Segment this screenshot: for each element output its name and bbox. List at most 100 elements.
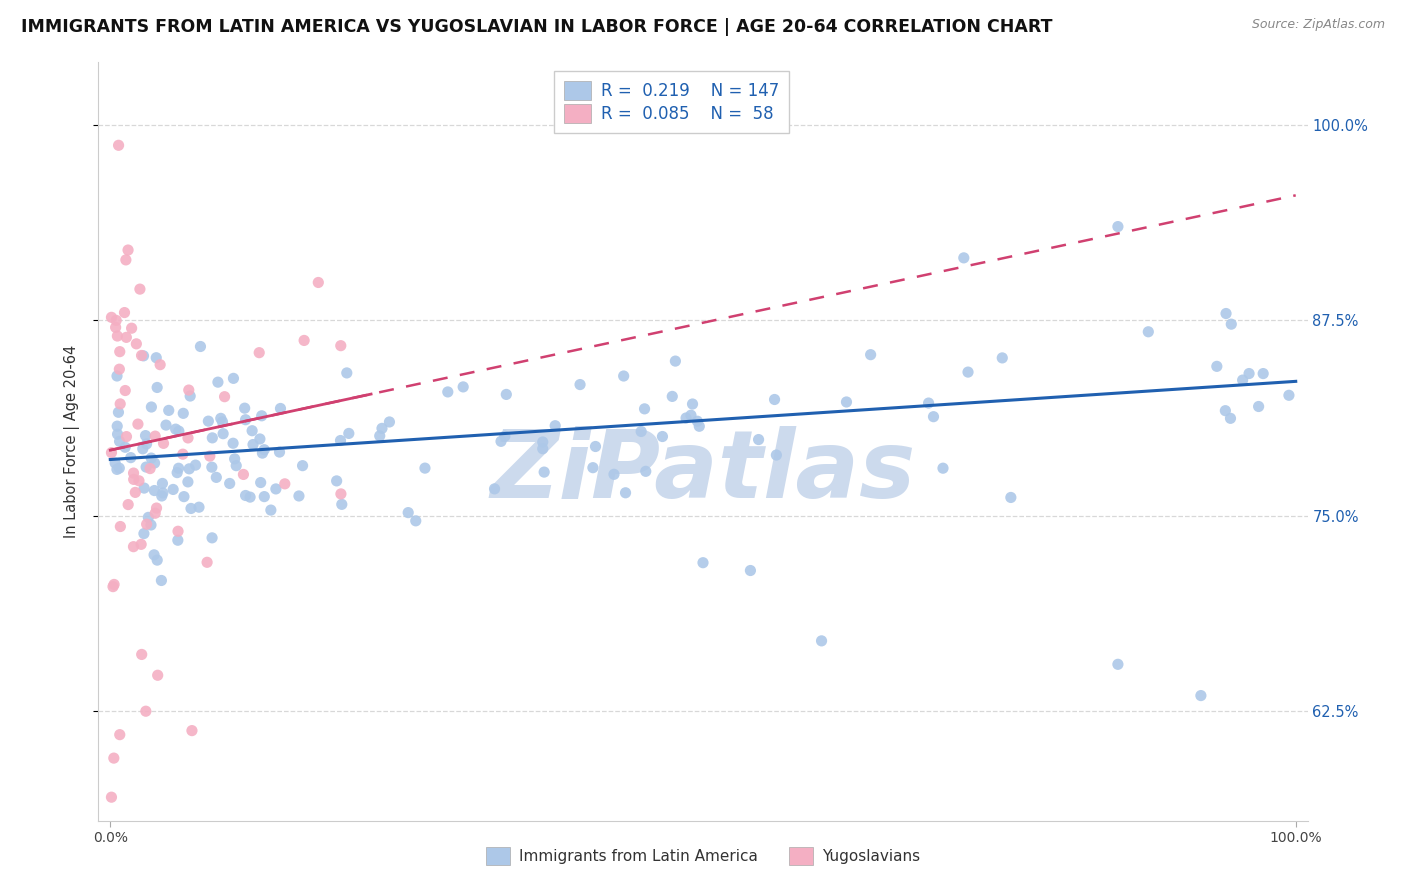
Point	[152, 436, 174, 450]
Point	[201, 531, 224, 545]
Point	[146, 380, 169, 394]
Point	[134, 428, 156, 442]
Point	[634, 464, 657, 478]
Point	[288, 489, 311, 503]
Point	[201, 460, 224, 475]
Point	[134, 481, 156, 495]
Point	[177, 383, 200, 397]
Point	[250, 409, 273, 423]
Point	[740, 564, 762, 578]
Point	[917, 396, 939, 410]
Point	[108, 461, 131, 475]
Point	[173, 490, 195, 504]
Point	[253, 442, 276, 457]
Point	[661, 389, 683, 403]
Point	[108, 362, 131, 376]
Point	[108, 344, 131, 359]
Point	[124, 485, 146, 500]
Point	[533, 465, 555, 479]
Point	[269, 445, 291, 459]
Point	[152, 486, 174, 500]
Point	[105, 329, 128, 343]
Point	[307, 276, 329, 290]
Point	[679, 408, 702, 422]
Point	[292, 334, 315, 348]
Point	[114, 440, 136, 454]
Point	[132, 349, 155, 363]
Point	[1107, 219, 1129, 234]
Point	[531, 435, 554, 450]
Point	[121, 321, 143, 335]
Point	[291, 458, 314, 473]
Point	[249, 475, 271, 490]
Point	[247, 345, 270, 359]
Point	[149, 358, 172, 372]
Point	[484, 482, 506, 496]
Point	[932, 461, 955, 475]
Point	[211, 415, 233, 429]
Point	[1247, 400, 1270, 414]
Point	[114, 384, 136, 398]
Point	[952, 251, 974, 265]
Point	[664, 354, 686, 368]
Text: IMMIGRANTS FROM LATIN AMERICA VS YUGOSLAVIAN IN LABOR FORCE | AGE 20-64 CORRELAT: IMMIGRANTS FROM LATIN AMERICA VS YUGOSLA…	[21, 18, 1053, 36]
Point	[188, 500, 211, 515]
Point	[810, 633, 832, 648]
Point	[495, 387, 517, 401]
Point	[125, 336, 148, 351]
Point	[146, 668, 169, 682]
Point	[1219, 411, 1241, 425]
Point	[569, 377, 592, 392]
Point	[135, 460, 157, 475]
Point	[141, 451, 163, 466]
Point	[165, 422, 187, 436]
Point	[145, 501, 167, 516]
Point	[150, 574, 173, 588]
Point	[269, 401, 291, 416]
Point	[145, 351, 167, 365]
Point	[181, 723, 204, 738]
Point	[135, 437, 157, 451]
Text: ZiPatlas: ZiPatlas	[491, 425, 915, 518]
Point	[179, 389, 201, 403]
Point	[135, 517, 157, 532]
Point	[117, 243, 139, 257]
Point	[167, 461, 190, 475]
Point	[105, 313, 128, 327]
Point	[155, 418, 177, 433]
Point	[688, 419, 710, 434]
Point	[222, 436, 245, 450]
Point	[260, 503, 283, 517]
Point	[675, 411, 697, 425]
Point	[1220, 317, 1243, 331]
Point	[101, 580, 124, 594]
Point	[103, 751, 125, 765]
Point	[139, 461, 162, 475]
Point	[108, 397, 131, 411]
Point	[378, 415, 401, 429]
Point	[235, 413, 257, 427]
Point	[494, 429, 516, 443]
Point	[436, 384, 458, 399]
Point	[143, 429, 166, 443]
Point	[222, 371, 245, 385]
Point	[114, 305, 136, 319]
Point	[239, 490, 262, 504]
Point	[127, 417, 149, 431]
Point	[141, 400, 163, 414]
Point	[1107, 657, 1129, 672]
Point	[240, 424, 263, 438]
Point	[115, 252, 138, 267]
Point	[633, 401, 655, 416]
Point	[166, 466, 188, 480]
Point	[207, 375, 229, 389]
Point	[184, 458, 207, 472]
Point	[531, 442, 554, 456]
Point	[198, 449, 221, 463]
Point	[115, 330, 138, 344]
Point	[325, 474, 347, 488]
Point	[264, 482, 287, 496]
Point	[329, 339, 352, 353]
Point	[150, 489, 173, 503]
Point	[107, 138, 129, 153]
